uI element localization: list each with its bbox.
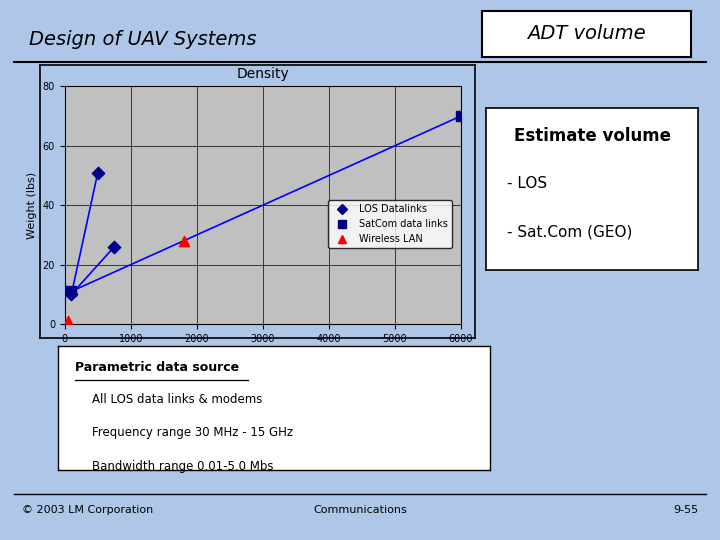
Text: 9-55: 9-55 (673, 505, 698, 515)
Text: - LOS: - LOS (508, 176, 547, 191)
LOS Datalinks (109, 242, 120, 251)
Text: Estimate volume: Estimate volume (513, 127, 671, 145)
Text: Parametric data source: Parametric data source (75, 361, 239, 374)
Text: Design of UAV Systems: Design of UAV Systems (29, 30, 256, 49)
Text: Frequency range 30 MHz - 15 GHz: Frequency range 30 MHz - 15 GHz (92, 427, 293, 440)
Wireless LAN (63, 316, 74, 325)
SatCom data links (455, 112, 467, 120)
Text: Bandwidth range 0.01-5.0 Mbs: Bandwidth range 0.01-5.0 Mbs (92, 460, 274, 473)
Y-axis label: Weight (lbs): Weight (lbs) (27, 172, 37, 239)
Legend: LOS Datalinks, SatCom data links, Wireless LAN: LOS Datalinks, SatCom data links, Wirele… (328, 200, 452, 248)
Wireless LAN (178, 237, 189, 245)
LOS Datalinks (92, 168, 104, 177)
Text: - Sat.Com (GEO): - Sat.Com (GEO) (508, 225, 633, 240)
Text: ADT volume: ADT volume (528, 24, 646, 43)
Text: © 2003 LM Corporation: © 2003 LM Corporation (22, 505, 153, 515)
Text: Communications: Communications (313, 505, 407, 515)
Title: Density: Density (236, 67, 289, 81)
X-axis label: Volume (in^3): Volume (in^3) (222, 349, 303, 359)
LOS Datalinks (66, 290, 77, 299)
SatCom data links (66, 287, 77, 296)
Text: All LOS data links & modems: All LOS data links & modems (92, 393, 263, 406)
